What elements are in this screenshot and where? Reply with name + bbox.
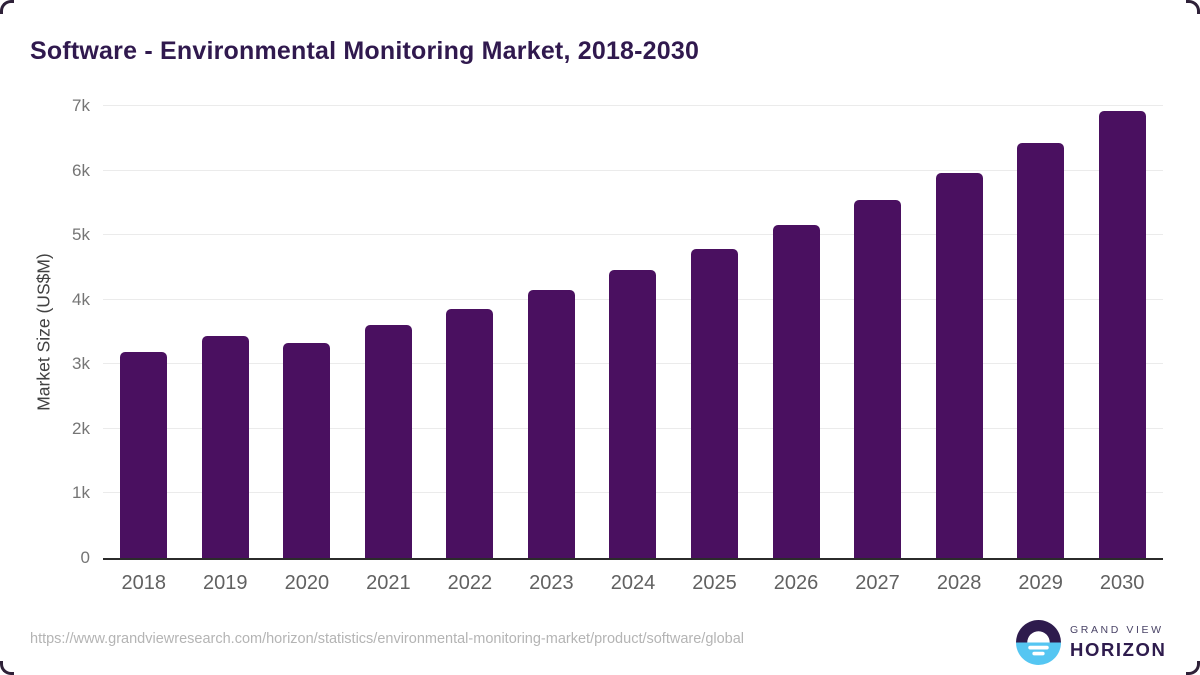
brand-name-grand-view: GRAND VIEW (1070, 624, 1164, 636)
bars-row (103, 106, 1163, 558)
bar-2022[interactable] (446, 308, 494, 558)
bar-2027[interactable] (854, 200, 902, 558)
bar-band-2021 (348, 106, 430, 558)
bar-band-2030 (1081, 106, 1163, 558)
y-tick-label-4k: 4k (72, 289, 90, 309)
x-tick-label-2022: 2022 (447, 572, 493, 594)
y-tick-label-1k: 1k (72, 483, 90, 503)
bar-band-2023 (511, 106, 593, 558)
y-tick-label-6k: 6k (72, 160, 90, 180)
y-tick-label-2k: 2k (72, 418, 90, 438)
bar-2021[interactable] (364, 324, 412, 558)
y-tick-label-7k: 7k (72, 96, 90, 115)
gridline-5k (103, 234, 1163, 236)
plot-area (103, 105, 1163, 560)
x-tick-label-2025: 2025 (692, 572, 737, 594)
x-tick-label-2024: 2024 (610, 572, 656, 594)
brand-text: GRAND VIEW HORIZON (1070, 624, 1167, 661)
x-tick-label-2019: 2019 (203, 572, 248, 594)
bar-2028[interactable] (935, 173, 983, 558)
x-tick-label-2018: 2018 (121, 572, 167, 594)
x-tick-label-2029: 2029 (1018, 572, 1063, 594)
corner-border-bottom-right (1186, 661, 1200, 675)
bar-band-2024 (592, 106, 674, 558)
corner-border-top-right (1186, 0, 1200, 14)
bar-2024[interactable] (609, 270, 657, 558)
bar-2026[interactable] (772, 225, 820, 558)
x-tick-label-2030: 2030 (1099, 572, 1145, 594)
brand-logo: GRAND VIEW HORIZON (1016, 620, 1167, 665)
bar-band-2028 (918, 106, 1000, 558)
bar-2029[interactable] (1017, 143, 1065, 558)
bar-band-2019 (185, 106, 267, 558)
bar-band-2027 (837, 106, 919, 558)
x-axis: 2018 2019 2020 2021 2022 2023 2024 2025 2026 2027… (103, 572, 1163, 595)
x-tick-label-2021: 2021 (366, 572, 411, 594)
bar-band-2026 (755, 106, 837, 558)
x-tick-label-2023: 2023 (529, 572, 574, 594)
gridline-6k (103, 169, 1163, 171)
bar-band-2022 (429, 106, 511, 558)
corner-border-top-left (0, 0, 14, 14)
y-tick-label-3k: 3k (72, 354, 90, 374)
y-axis: 0 1k 2k 3k 4k 5k 6k 7k (0, 96, 90, 567)
bar-2018[interactable] (120, 352, 168, 558)
x-tick-label-2028: 2028 (936, 572, 982, 594)
x-tick-label-2027: 2027 (855, 572, 900, 594)
bar-2025[interactable] (690, 249, 738, 558)
y-tick-label-0: 0 (80, 548, 90, 567)
brand-name-horizon: HORIZON (1070, 639, 1167, 660)
bar-2023[interactable] (527, 290, 575, 558)
source-url: https://www.grandviewresearch.com/horizo… (30, 631, 745, 647)
corner-border-bottom-left (0, 661, 14, 675)
bar-2030[interactable] (1098, 111, 1146, 558)
bar-2020[interactable] (283, 342, 331, 558)
gridline-7k (103, 105, 1163, 106)
x-tick-label-2026: 2026 (773, 572, 819, 594)
bar-band-2029 (1000, 106, 1082, 558)
bar-band-2018 (103, 106, 185, 558)
x-tick-label-2020: 2020 (284, 572, 330, 594)
page-title: Software - Environmental Monitoring Mark… (30, 36, 700, 65)
bar-2019[interactable] (201, 335, 249, 558)
y-tick-label-5k: 5k (72, 225, 90, 245)
bar-band-2025 (674, 106, 756, 558)
horizon-icon (1016, 620, 1061, 665)
bar-band-2020 (266, 106, 348, 558)
